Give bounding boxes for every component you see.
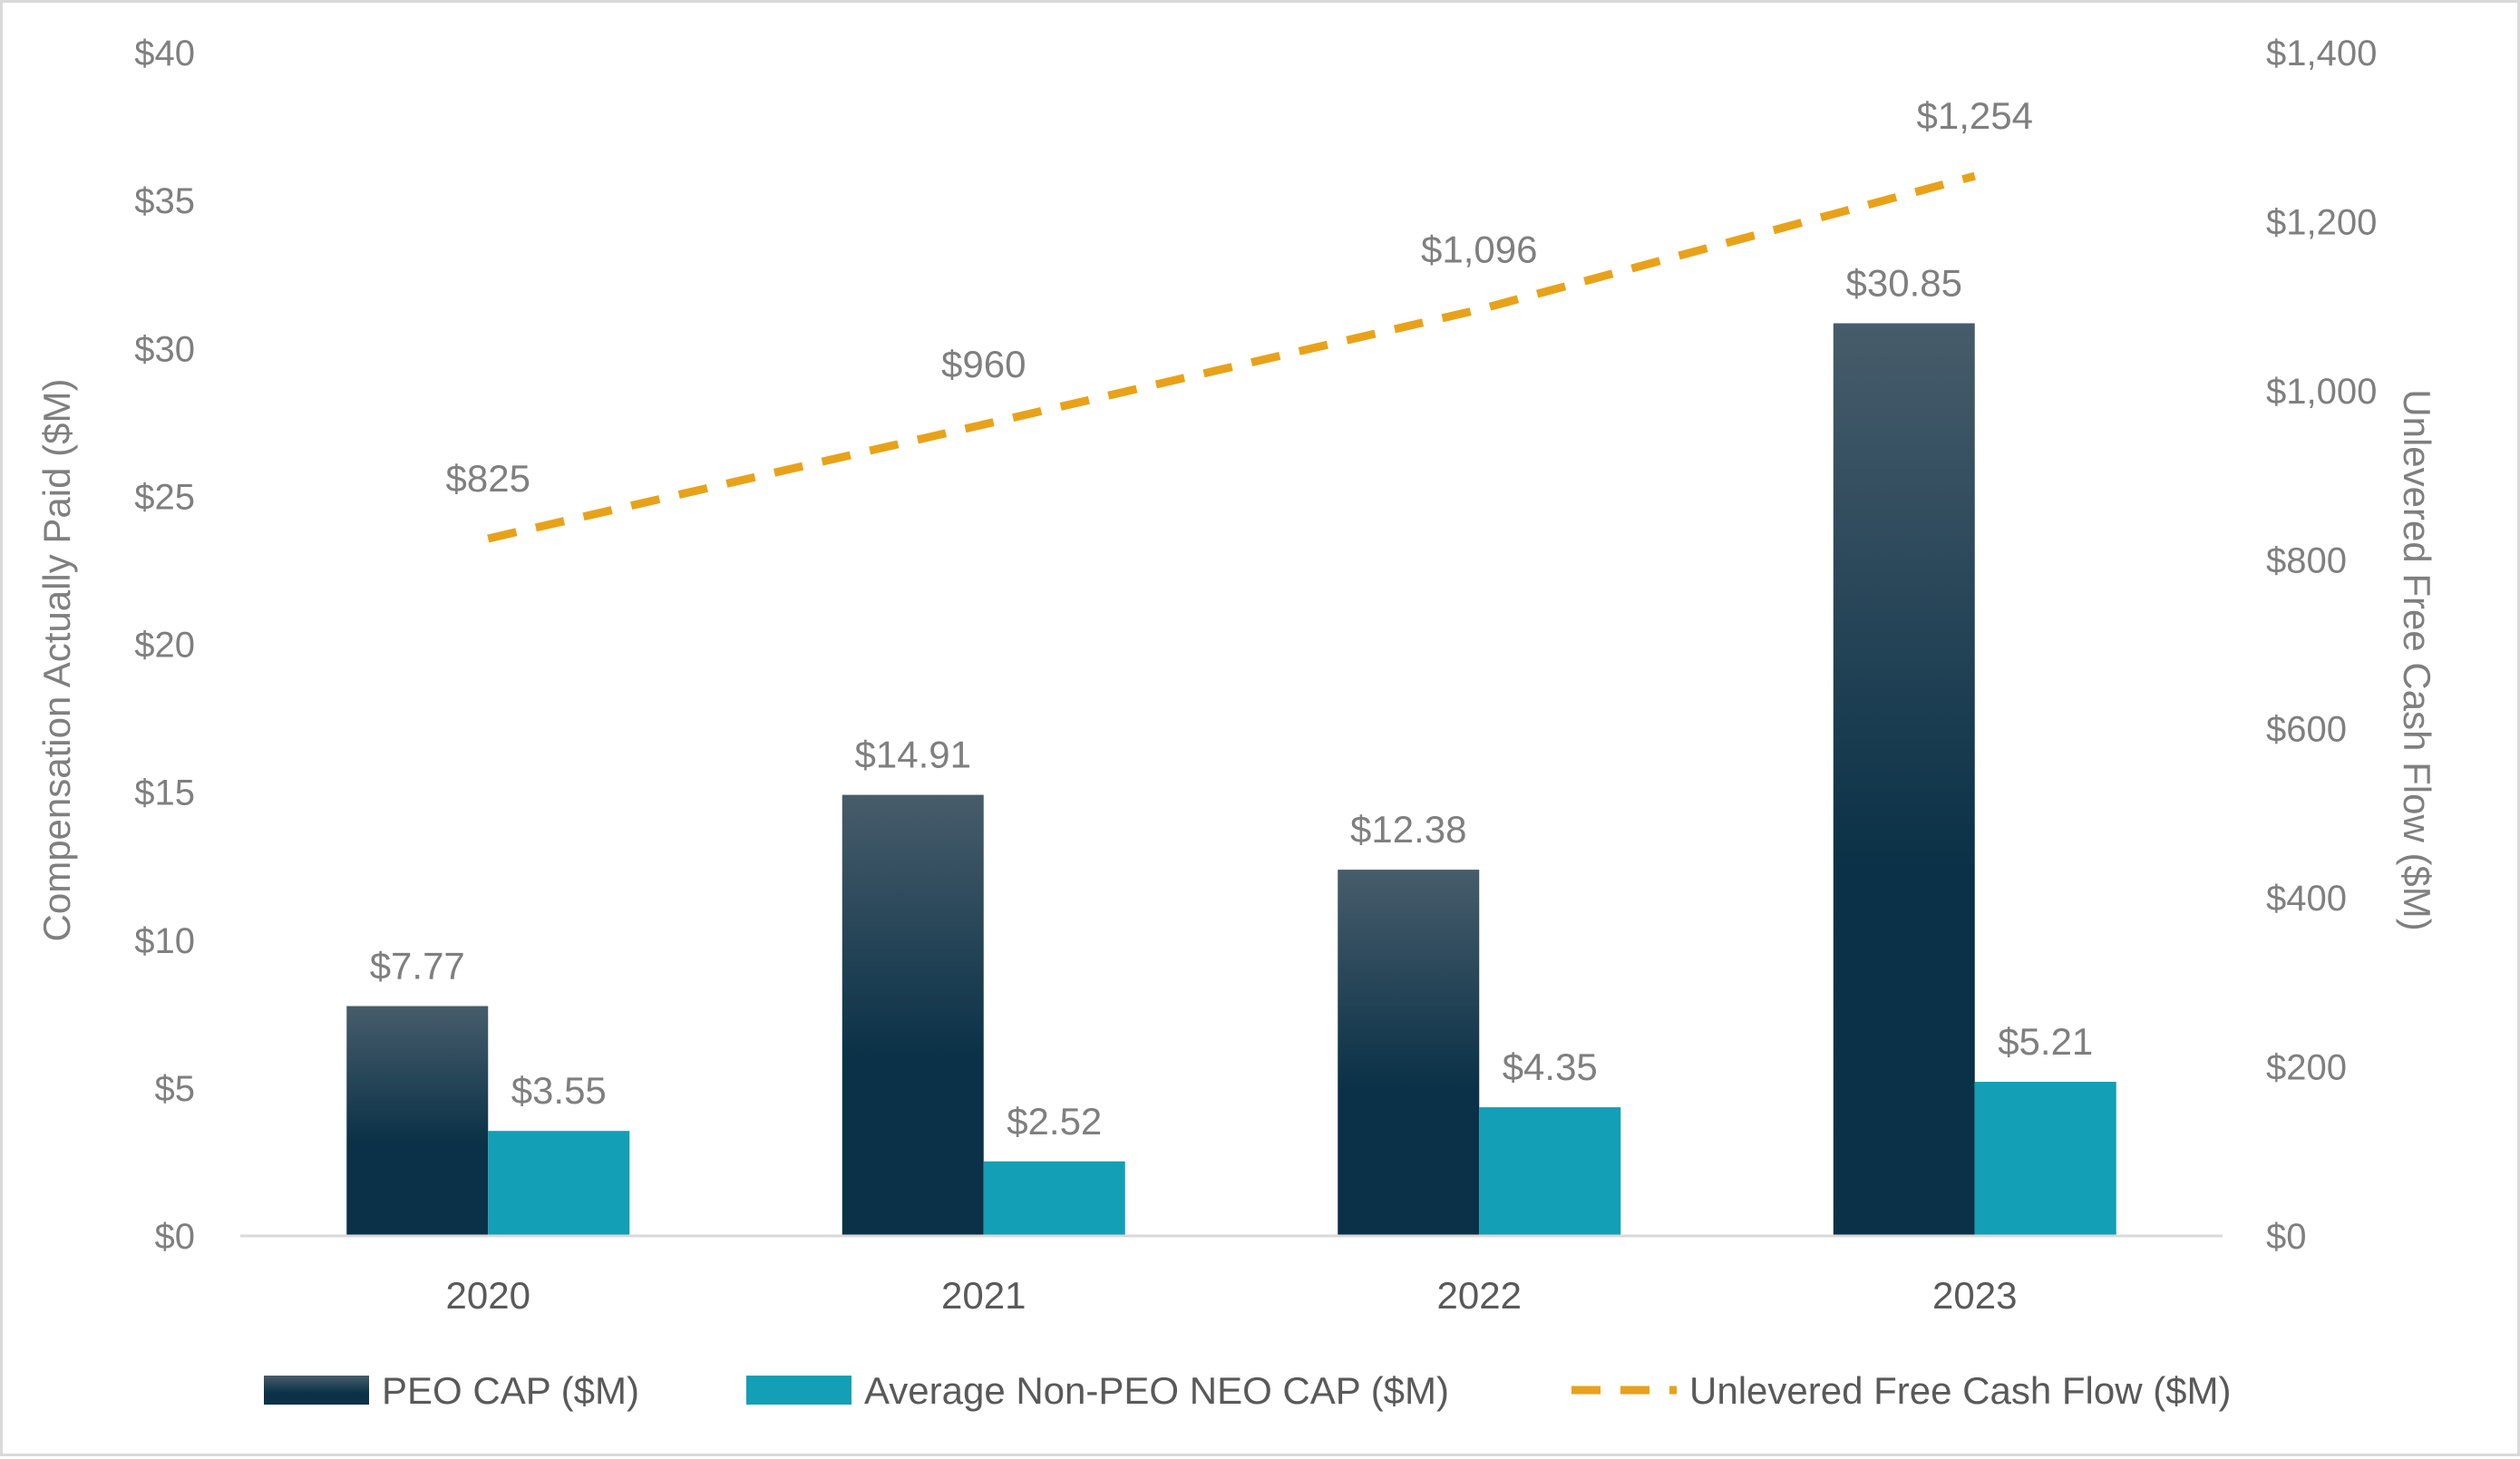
y-tick-right: $800 [2266,540,2347,580]
legend-label: PEO CAP ($M) [382,1369,639,1412]
y-tick-left: $35 [134,181,195,221]
line-data-label: $960 [941,343,1026,385]
y-axis-left-ticks: $0 $5 $10 $15 $20 $25 $30 $35 $40 [134,34,195,1257]
bar-data-label: $7.77 [370,945,465,987]
y-tick-left: $0 [155,1217,196,1257]
y-tick-right: $0 [2266,1217,2307,1257]
legend-swatch-peo [264,1376,369,1405]
bar-peo-cap [1833,323,1975,1236]
bar-data-label: $30.85 [1846,262,1962,305]
bar-non-peo-cap [488,1131,630,1236]
legend-label: Average Non-PEO NEO CAP ($M) [864,1369,1449,1412]
bar-peo-cap [1338,870,1480,1236]
bar-data-label: $3.55 [511,1069,607,1112]
x-tick-label: 2023 [1932,1274,2017,1317]
legend: PEO CAP ($M) Average Non-PEO NEO CAP ($M)… [264,1369,2232,1412]
y-tick-left: $25 [134,477,195,517]
x-tick-label: 2020 [446,1274,530,1317]
bar-peo-cap [346,1006,489,1236]
line-point [1974,175,1976,177]
line-point [1478,308,1480,310]
line-data-label: $825 [446,457,530,500]
bar-peo-cap [842,794,984,1236]
y-axis-right-ticks: $0 $200 $400 $600 $800 $1,000 $1,200 $1,400 [2266,34,2377,1257]
line-unlevered-fcf [487,171,1976,543]
bar-non-peo-cap [983,1161,1125,1236]
x-tick-label: 2021 [941,1274,1026,1317]
line-point [983,423,985,425]
y-axis-title-left: Compensation Actually Paid ($M) [35,379,78,942]
bar-data-label: $2.52 [1007,1100,1102,1143]
y-tick-right: $600 [2266,710,2347,750]
y-tick-left: $30 [134,329,195,369]
legend-label: Unlevered Free Cash Flow ($M) [1689,1369,2232,1412]
y-tick-right: $1,400 [2266,34,2377,73]
bar-non-peo-cap [1974,1082,2116,1236]
bar-series: $7.77 $3.55 $14.91 $2.52 $12.38 $4.35 $30.85 $5… [346,262,2116,1236]
y-tick-left: $10 [134,921,195,961]
legend-swatch-non-peo [746,1376,851,1405]
line-data-label: $1,096 [1421,228,1537,270]
bar-data-label: $14.91 [855,734,971,776]
y-tick-left: $15 [134,773,195,813]
line-point [487,538,489,540]
y-tick-left: $20 [134,626,195,666]
bar-non-peo-cap [1479,1107,1621,1236]
y-tick-right: $1,200 [2266,202,2377,242]
bar-data-label: $5.21 [1998,1020,2093,1063]
x-tick-label: 2022 [1437,1274,1522,1317]
line-data-label: $1,254 [1917,94,2033,137]
y-tick-left: $40 [134,34,195,73]
y-tick-right: $1,000 [2266,372,2377,412]
y-tick-left: $5 [155,1069,196,1109]
y-axis-title-right: Unlevered Free Cash Flow ($M) [2396,389,2438,931]
combo-chart: Compensation Actually Paid ($M) Unlevere… [35,34,2438,1412]
bar-data-label: $12.38 [1350,808,1466,851]
y-tick-right: $200 [2266,1048,2347,1088]
x-axis-categories: 2020 2021 2022 2023 [446,1274,2018,1317]
y-tick-right: $400 [2266,879,2347,919]
line-series: $825 $960 $1,096 $1,254 [446,94,2033,543]
bar-data-label: $4.35 [1503,1046,1598,1088]
